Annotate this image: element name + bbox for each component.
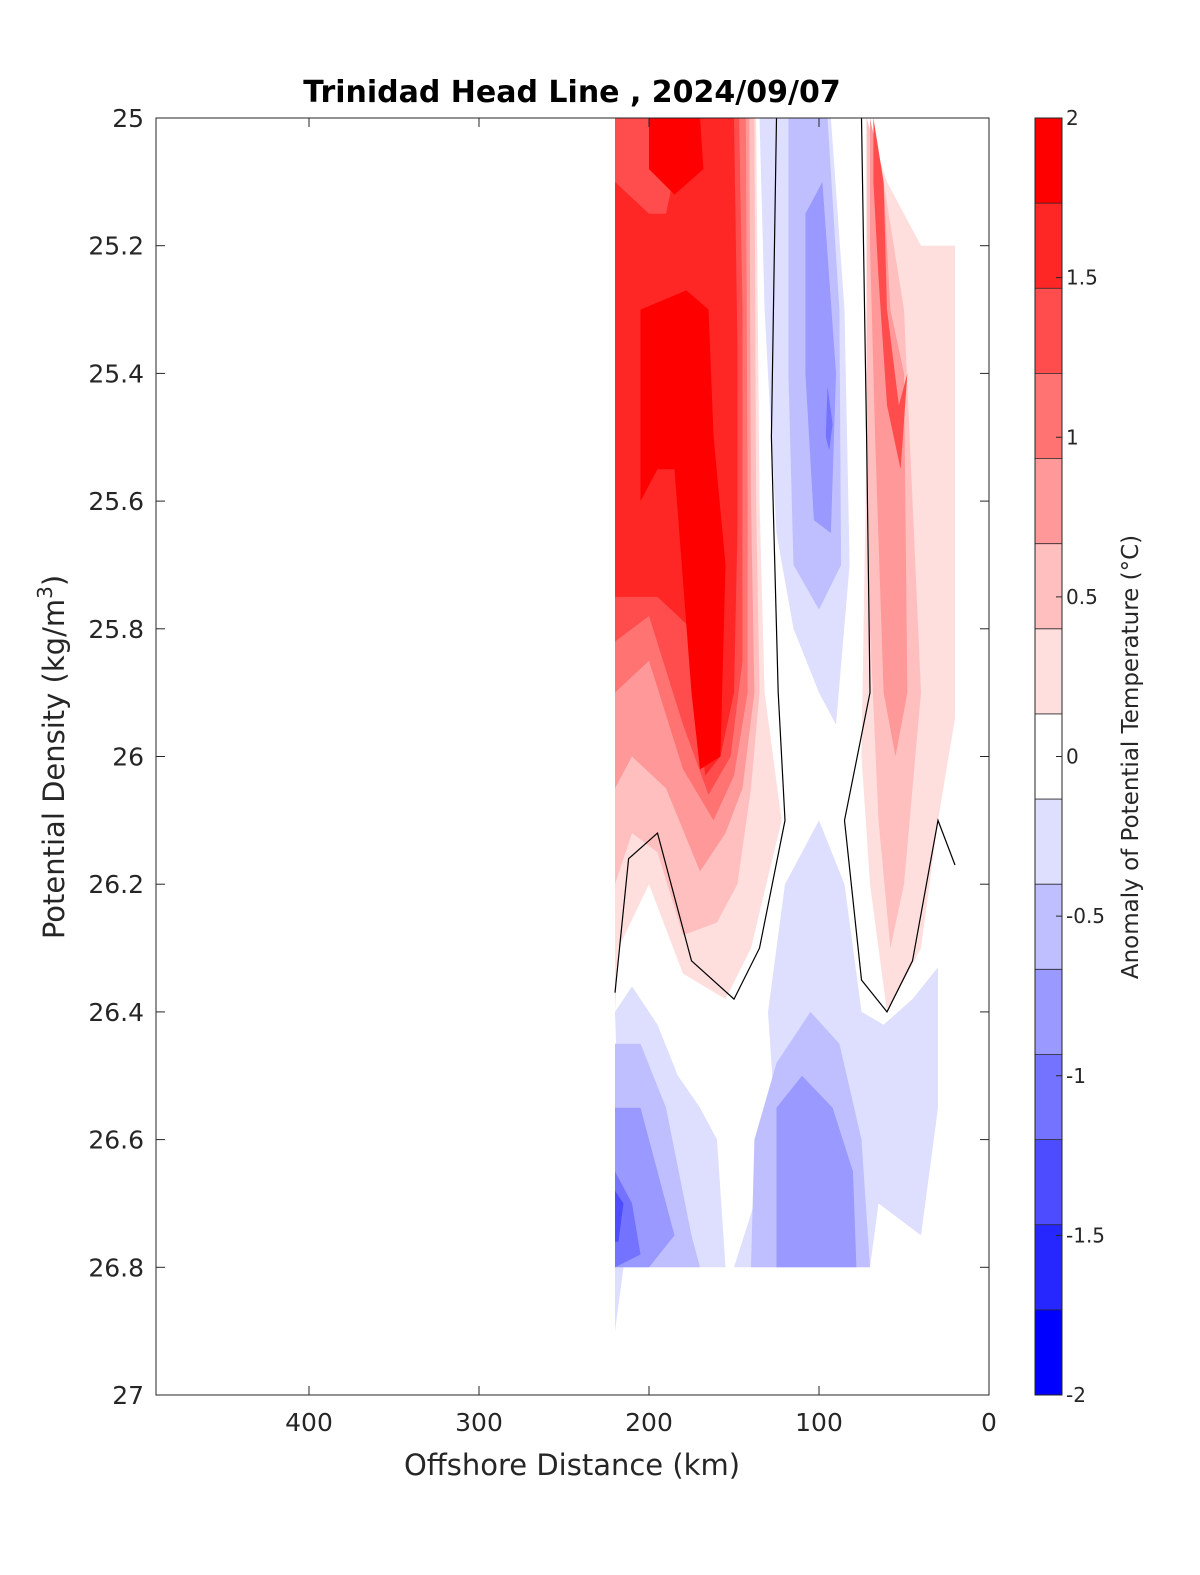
- colorbar-segment: [1035, 288, 1062, 374]
- colorbar-segment: [1035, 1139, 1062, 1226]
- x-tick-label: 400: [285, 1408, 333, 1437]
- colorbar-segment: [1035, 1309, 1062, 1396]
- y-tick-label: 26.6: [88, 1126, 144, 1155]
- colorbar-segment: [1035, 884, 1062, 970]
- y-axis-label: Potential Density (kg/m3): [33, 575, 71, 939]
- colorbar-segment: [1035, 628, 1062, 715]
- colorbar-tick-label: -1: [1066, 1064, 1086, 1088]
- y-tick-label: 27: [112, 1381, 144, 1410]
- x-tick-label: 300: [455, 1408, 503, 1437]
- y-tick-label: 25.4: [88, 359, 144, 388]
- colorbar: 2 1.5 1 0.5 0 -0.5 -1 -1.5 -2: [1034, 106, 1105, 1407]
- colorbar-segment: [1035, 969, 1062, 1055]
- colorbar-segment: [1035, 118, 1062, 204]
- colorbar-tick-label: -0.5: [1066, 904, 1105, 928]
- zero-contour-line-1: [843, 117, 956, 1014]
- contour-region-20: [615, 1190, 624, 1242]
- contour-region-19: [615, 1171, 641, 1268]
- contour-region-11: [825, 386, 833, 450]
- y-axis-label-superscript: 3: [33, 586, 57, 599]
- y-tick-label: 25.8: [88, 615, 144, 644]
- colorbar-tick-label: -2: [1066, 1383, 1086, 1407]
- colorbar-label: Anomaly of Potential Temperature (°C): [1118, 535, 1144, 979]
- colorbar-tick-label: 0: [1066, 745, 1079, 769]
- y-tick-label: 25.6: [88, 487, 144, 516]
- axes: 400 300 200 100 0 25 25.2 25.4 25.6 25.8 26 26.2 26.…: [88, 104, 997, 1437]
- contour-region-6: [640, 290, 726, 770]
- y-tick-label: 26: [112, 743, 144, 772]
- colorbar-segment: [1035, 799, 1062, 885]
- x-tick-label: 100: [795, 1408, 843, 1437]
- colorbar-tick-label: 1.5: [1066, 266, 1098, 290]
- zero-contour-layer: [614, 117, 956, 1014]
- contour-region-15: [873, 118, 908, 470]
- x-tick-label: 0: [981, 1408, 997, 1437]
- x-tick-label: 200: [625, 1408, 673, 1437]
- colorbar-segment: [1035, 1054, 1062, 1141]
- colorbar-tick-label: 2: [1066, 106, 1079, 130]
- y-axis-label-close: ): [37, 575, 71, 586]
- x-axis-label: Offshore Distance (km): [404, 1448, 740, 1482]
- y-axis-label-text: Potential Density (kg/m: [37, 599, 71, 939]
- colorbar-segment: [1035, 203, 1062, 289]
- colorbar-segment: [1035, 458, 1062, 545]
- contour-fill-layer: [615, 118, 955, 1332]
- zero-contour-line-0: [614, 117, 786, 1001]
- contour-region-7: [649, 118, 704, 195]
- colorbar-tick-label: 0.5: [1066, 585, 1098, 609]
- y-tick-label: 25: [112, 104, 144, 133]
- colorbar-segment: [1035, 1224, 1062, 1311]
- colorbar-tick-label: 1: [1066, 425, 1079, 449]
- y-tick-label: 25.2: [88, 232, 144, 261]
- colorbar-segment: [1035, 543, 1062, 630]
- contour-region-22: [776, 1075, 857, 1268]
- colorbar-segment: [1035, 373, 1062, 460]
- y-tick-label: 26.8: [88, 1253, 144, 1282]
- chart-title: Trinidad Head Line , 2024/09/07: [303, 75, 840, 110]
- y-tick-label: 26.2: [88, 870, 144, 899]
- y-tick-label: 26.4: [88, 998, 144, 1027]
- colorbar-tick-label: -1.5: [1066, 1223, 1105, 1247]
